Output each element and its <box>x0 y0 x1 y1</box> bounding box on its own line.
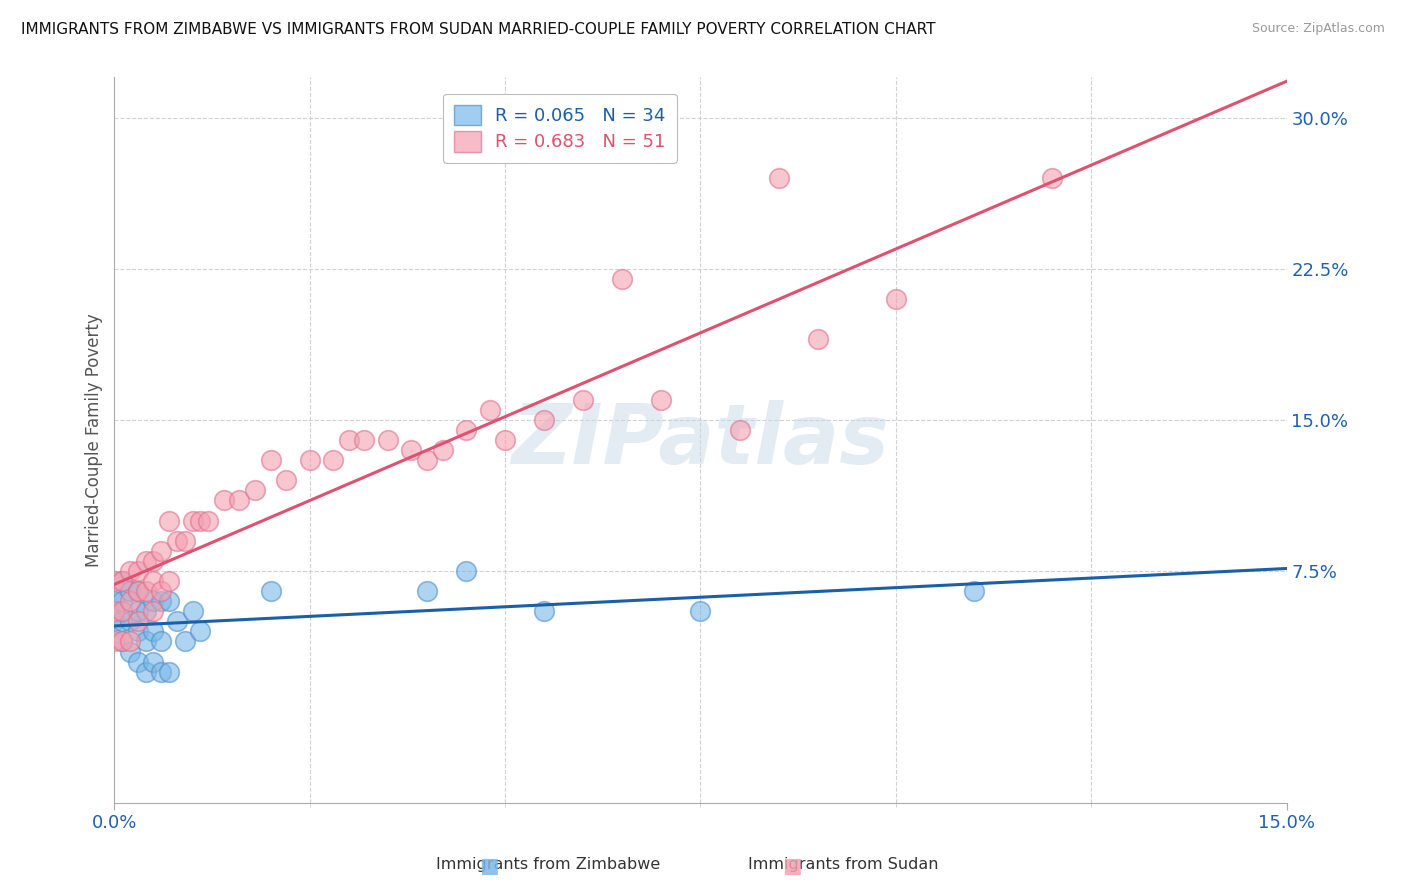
Legend: R = 0.065   N = 34, R = 0.683   N = 51: R = 0.065 N = 34, R = 0.683 N = 51 <box>443 94 676 162</box>
Point <box>127 655 149 669</box>
Point <box>103 574 125 588</box>
Point <box>157 594 180 608</box>
Text: ZIPatlas: ZIPatlas <box>512 400 890 481</box>
Text: IMMIGRANTS FROM ZIMBABWE VS IMMIGRANTS FROM SUDAN MARRIED-COUPLE FAMILY POVERTY : IMMIGRANTS FROM ZIMBABWE VS IMMIGRANTS F… <box>21 22 935 37</box>
Point <box>118 594 141 608</box>
Point <box>260 584 283 599</box>
Text: Immigrants from Zimbabwe: Immigrants from Zimbabwe <box>436 857 661 872</box>
Point <box>142 655 165 669</box>
Point <box>478 402 501 417</box>
Point <box>157 514 180 528</box>
Point <box>884 292 907 306</box>
Point <box>572 392 595 407</box>
Point <box>150 634 173 648</box>
Point <box>135 584 157 599</box>
Point <box>173 533 195 548</box>
Point <box>142 594 165 608</box>
Point <box>142 604 165 618</box>
Point <box>689 604 711 618</box>
Point <box>118 615 141 629</box>
Point <box>353 433 375 447</box>
Point <box>533 604 555 618</box>
Point <box>118 644 141 658</box>
Point <box>150 665 173 679</box>
Point <box>157 574 180 588</box>
Point <box>166 533 188 548</box>
Point <box>190 514 212 528</box>
Point <box>127 604 149 618</box>
Point <box>127 615 149 629</box>
Point <box>298 453 321 467</box>
Point <box>111 634 134 648</box>
Point <box>166 615 188 629</box>
Point <box>103 615 125 629</box>
Point <box>212 493 235 508</box>
Point <box>111 604 134 618</box>
Point <box>111 574 134 588</box>
Point <box>432 443 454 458</box>
Point <box>111 615 134 629</box>
Point <box>190 624 212 639</box>
Point <box>416 584 439 599</box>
Point <box>103 634 125 648</box>
Point <box>118 634 141 648</box>
Point <box>276 473 298 487</box>
Point <box>377 433 399 447</box>
Point <box>150 584 173 599</box>
Point <box>228 493 250 508</box>
Point <box>728 423 751 437</box>
Point <box>157 665 180 679</box>
Point <box>111 634 134 648</box>
Point <box>173 634 195 648</box>
Point <box>181 514 204 528</box>
Point <box>322 453 344 467</box>
Point <box>118 584 141 599</box>
Point <box>401 443 423 458</box>
Point <box>103 594 125 608</box>
Point <box>454 423 477 437</box>
Point <box>454 564 477 578</box>
Point <box>135 634 157 648</box>
Point <box>135 665 157 679</box>
Point <box>118 564 141 578</box>
Point <box>963 584 986 599</box>
Text: Source: ZipAtlas.com: Source: ZipAtlas.com <box>1251 22 1385 36</box>
Text: ■: ■ <box>479 856 499 876</box>
Point <box>807 332 830 346</box>
Point <box>127 564 149 578</box>
Point <box>494 433 516 447</box>
Point <box>127 584 149 599</box>
Point <box>181 604 204 618</box>
Point <box>150 543 173 558</box>
Point <box>416 453 439 467</box>
Point <box>260 453 283 467</box>
Point <box>135 604 157 618</box>
Point <box>243 483 266 498</box>
Point <box>612 272 634 286</box>
Point <box>142 554 165 568</box>
Point <box>1040 171 1063 186</box>
Point <box>150 594 173 608</box>
Point <box>650 392 672 407</box>
Text: Immigrants from Sudan: Immigrants from Sudan <box>748 857 939 872</box>
Text: ■: ■ <box>782 856 801 876</box>
Point <box>142 624 165 639</box>
Point <box>135 554 157 568</box>
Point <box>768 171 790 186</box>
Point <box>142 574 165 588</box>
Point <box>111 574 134 588</box>
Point <box>533 413 555 427</box>
Point <box>337 433 360 447</box>
Y-axis label: Married-Couple Family Poverty: Married-Couple Family Poverty <box>86 313 103 567</box>
Point <box>197 514 219 528</box>
Point <box>103 604 125 618</box>
Point <box>127 584 149 599</box>
Point <box>127 624 149 639</box>
Point <box>111 594 134 608</box>
